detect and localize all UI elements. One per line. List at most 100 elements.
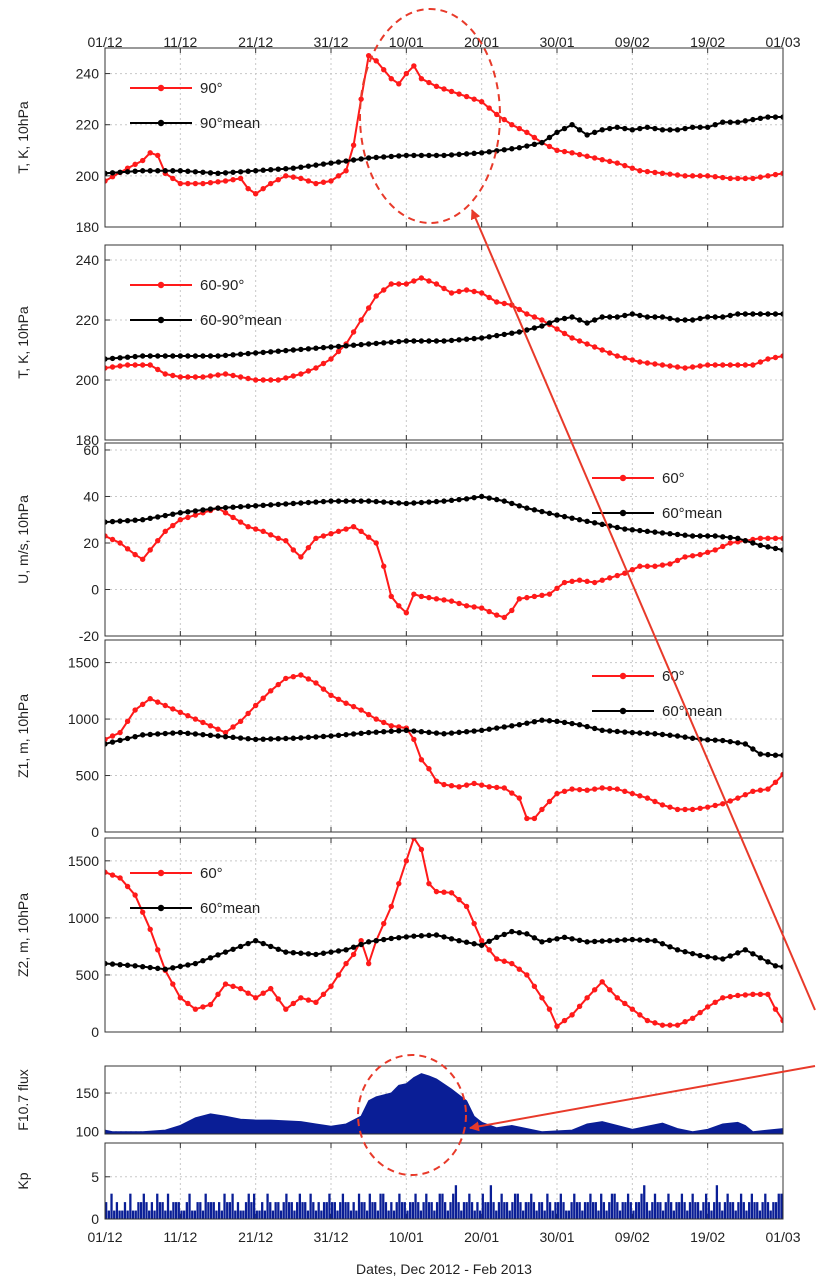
observed-data-point <box>139 701 146 708</box>
y-tick-label: 60 <box>83 442 99 458</box>
bottom-date-tick-label: 11/12 <box>163 1229 197 1245</box>
kp-bar <box>551 1210 554 1219</box>
kp-bar <box>756 1202 759 1219</box>
kp-bar <box>608 1202 611 1219</box>
observed-data-point <box>539 592 545 599</box>
mean-data-point <box>704 953 711 960</box>
kp-bar <box>589 1193 592 1219</box>
y-tick-label: 0 <box>91 581 99 597</box>
kp-bar <box>371 1202 374 1219</box>
kp-bar <box>465 1202 468 1219</box>
observed-data-point <box>569 1012 575 1018</box>
mean-data-point <box>290 949 297 956</box>
observed-data-point <box>652 169 658 176</box>
kp-bar <box>670 1202 673 1219</box>
mean-data-point <box>614 524 620 531</box>
mean-data-point <box>388 153 394 160</box>
mean-data-point <box>433 498 440 505</box>
observed-data-point <box>531 983 538 990</box>
observed-data-point <box>222 178 229 184</box>
kp-bar <box>699 1210 702 1219</box>
mean-data-point <box>177 729 184 736</box>
mean-data-point <box>275 946 281 952</box>
observed-data-point <box>343 700 349 706</box>
observed-data-point <box>682 173 688 179</box>
mean-data-point <box>268 736 274 742</box>
kp-bar <box>578 1202 581 1219</box>
observed-data-point <box>652 563 658 569</box>
kp-bar <box>123 1202 127 1219</box>
kp-bar <box>532 1202 536 1219</box>
observed-data-point <box>403 858 410 864</box>
mean-data-point <box>365 498 372 504</box>
mean-data-point <box>200 353 206 359</box>
kp-bar <box>301 1202 304 1219</box>
observed-data-point <box>388 723 394 729</box>
mean-data-point <box>569 720 575 727</box>
observed-data-point <box>561 148 568 155</box>
kp-bar <box>234 1210 237 1219</box>
kp-bar <box>688 1202 692 1219</box>
mean-data-point <box>742 741 749 747</box>
legend-marker <box>157 869 165 877</box>
observed-data-point <box>433 778 440 784</box>
mean-data-point <box>350 342 357 348</box>
mean-data-point <box>591 520 598 526</box>
mean-data-point <box>727 953 733 959</box>
mean-data-point <box>607 728 613 734</box>
observed-data-point <box>200 719 206 726</box>
mean-data-point <box>720 956 726 962</box>
mean-data-point <box>260 736 266 742</box>
kp-bar <box>621 1202 624 1219</box>
kp-bar <box>616 1202 619 1219</box>
y-axis-label: Kp <box>15 1172 31 1189</box>
mean-data-point <box>230 169 236 175</box>
observed-data-point <box>365 711 372 718</box>
mean-data-point <box>396 934 402 941</box>
kp-bar <box>239 1210 242 1219</box>
kp-bar <box>694 1202 697 1219</box>
kp-bar <box>737 1202 740 1219</box>
mean-data-point <box>757 115 764 122</box>
observed-data-point <box>396 880 402 887</box>
observed-data-point <box>433 596 440 602</box>
mean-data-point <box>177 510 184 516</box>
observed-data-point <box>252 995 259 1001</box>
kp-bar <box>166 1193 170 1219</box>
observed-data-point <box>132 551 138 558</box>
observed-data-point <box>697 173 703 179</box>
top-date-tick-label: 31/12 <box>313 34 348 50</box>
observed-data-point <box>471 96 477 102</box>
mean-data-point <box>720 534 726 540</box>
mean-data-point <box>689 533 696 539</box>
mean-data-point <box>252 503 259 509</box>
mean-data-point <box>105 356 108 362</box>
mean-data-point <box>117 355 123 361</box>
observed-data-point <box>328 356 334 362</box>
observed-data-point <box>652 798 658 805</box>
observed-data-point <box>584 787 590 793</box>
kp-bar <box>220 1210 223 1219</box>
mean-data-point <box>117 961 123 968</box>
mean-data-point <box>260 349 266 356</box>
mean-data-point <box>478 335 485 341</box>
observed-data-point <box>750 991 756 998</box>
mean-data-point <box>185 730 191 736</box>
mean-data-point <box>230 504 236 510</box>
mean-data-point <box>704 124 711 130</box>
mean-data-point <box>607 938 613 944</box>
observed-data-point <box>448 290 455 296</box>
observed-data-point <box>554 326 560 332</box>
mean-data-point <box>132 353 138 360</box>
mean-data-point <box>200 169 206 175</box>
mean-data-point <box>396 500 402 506</box>
kp-bar <box>252 1193 256 1219</box>
mean-data-point <box>343 731 349 738</box>
observed-data-point <box>516 306 523 313</box>
observed-data-point <box>494 299 500 305</box>
observed-data-point <box>290 373 297 379</box>
observed-data-point <box>561 579 568 586</box>
mean-data-point <box>735 950 741 956</box>
mean-data-point <box>765 751 771 758</box>
mean-data-point <box>245 350 251 357</box>
